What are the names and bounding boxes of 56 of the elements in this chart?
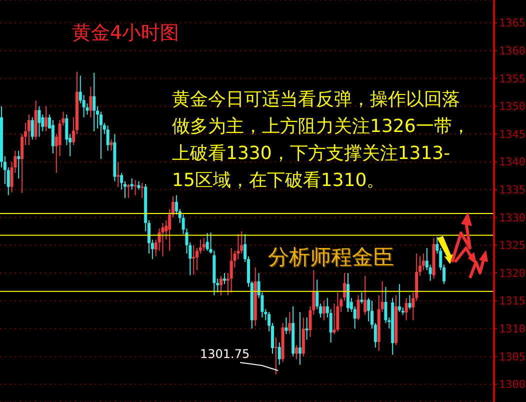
y-tick-label: 1360 xyxy=(499,44,526,58)
candlestick xyxy=(298,311,302,366)
y-tick-label: 1355 xyxy=(499,72,526,86)
candlestick xyxy=(222,272,226,285)
candlestick xyxy=(130,178,134,190)
candlestick xyxy=(92,72,96,132)
candlestick xyxy=(398,284,401,312)
y-tick-label: 1325 xyxy=(499,239,526,252)
y-tick-label: 1305 xyxy=(499,350,526,364)
candlestick xyxy=(161,222,164,257)
candlestick xyxy=(106,125,110,152)
y-tick-label: 1350 xyxy=(499,100,526,114)
candlestick xyxy=(134,180,137,196)
candlestick xyxy=(288,311,292,335)
candlestick xyxy=(140,182,144,198)
candlestick xyxy=(356,294,360,321)
candlestick xyxy=(274,337,278,375)
candlestick xyxy=(322,300,326,321)
y-tick-label: 1345 xyxy=(499,128,526,141)
candlestick xyxy=(364,275,367,316)
candlestick xyxy=(30,116,34,140)
y-tick-label: 1365 xyxy=(499,16,526,30)
y-tick-label: 1340 xyxy=(499,156,526,169)
y-tick-label: 1335 xyxy=(499,184,526,197)
candlestick xyxy=(51,120,54,154)
y-tick-label: 1315 xyxy=(499,294,526,308)
candlestick xyxy=(230,247,233,293)
candlestick xyxy=(17,150,20,179)
candlestick xyxy=(206,232,209,252)
y-tick-label: 1310 xyxy=(499,322,526,336)
candlestick xyxy=(116,161,120,188)
candlestick xyxy=(360,292,364,304)
candlestick xyxy=(408,294,412,310)
candlestick xyxy=(202,237,206,252)
candlestick xyxy=(27,114,30,146)
annotation: 黄金今日可适当看反弹，操作以回落做多为主，上方阻力关注1326一带，上破看1330，下方支撑关注1313-15区域，在下破看1310。 xyxy=(172,88,471,193)
candlestick xyxy=(336,292,340,332)
candlestick xyxy=(305,316,308,340)
candlestick xyxy=(295,344,298,360)
y-tick-label: 1320 xyxy=(499,266,526,280)
candlestick xyxy=(404,298,408,321)
annotation: 分析师程金臣 xyxy=(268,244,394,271)
candlestick xyxy=(38,106,41,138)
candlestick xyxy=(220,275,223,296)
candlestick xyxy=(89,86,92,118)
candlestick xyxy=(278,342,281,366)
candlestick xyxy=(44,106,48,132)
y-tick-label: 1300 xyxy=(499,378,526,392)
candlestick xyxy=(126,184,130,198)
candlestick xyxy=(284,316,288,335)
candlestick xyxy=(110,139,113,152)
candlestick xyxy=(346,272,350,312)
candlestick xyxy=(192,244,196,276)
annotation: 1301.75 xyxy=(200,346,250,360)
text: 黄金4小时图 xyxy=(72,21,180,46)
y-tick-label: 1330 xyxy=(499,211,526,224)
